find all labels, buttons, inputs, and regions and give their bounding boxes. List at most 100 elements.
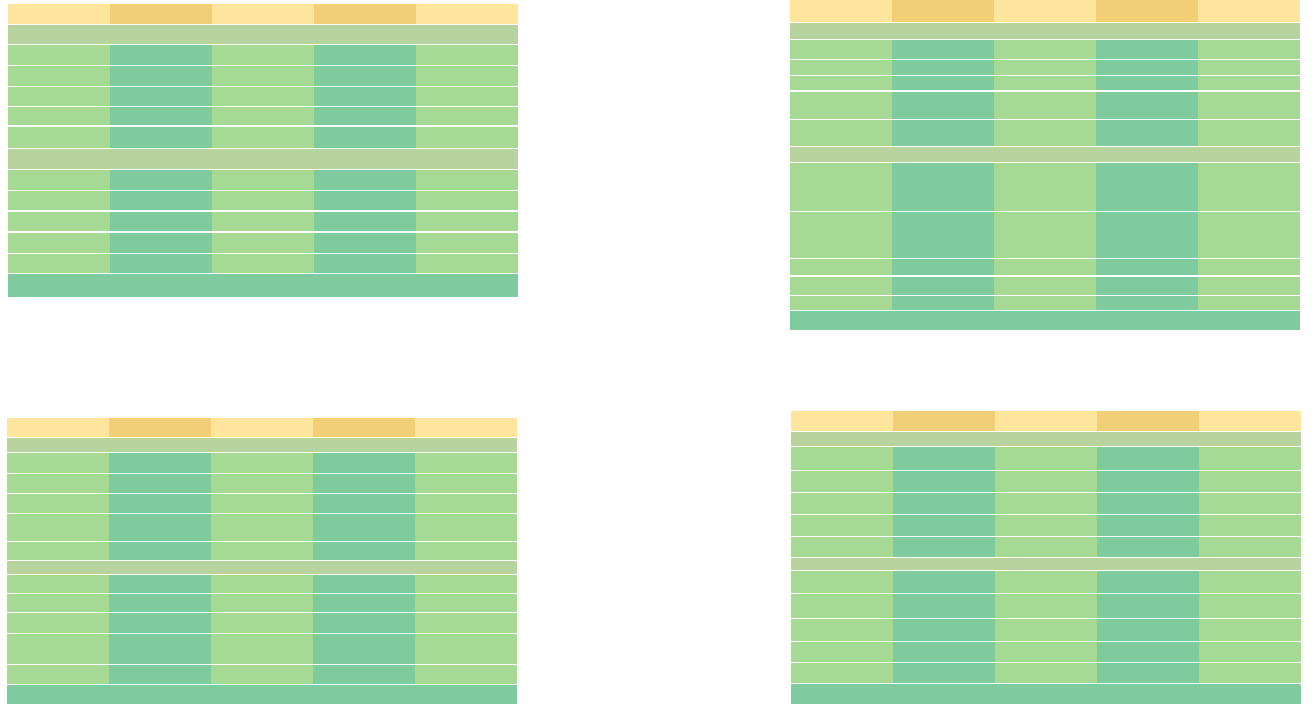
table-cell: [313, 542, 415, 560]
table-cell: [415, 494, 517, 513]
header-cell: [211, 418, 313, 437]
table-cell: [211, 474, 313, 493]
table-cell: [1199, 663, 1301, 683]
table-cell: [1097, 571, 1199, 593]
section-band: [791, 432, 1301, 446]
table-cell: [893, 619, 995, 641]
table-cell: [892, 40, 994, 59]
table-cell: [8, 66, 110, 86]
table-row: [790, 92, 1300, 119]
table-footer-row: [8, 274, 518, 297]
table-cell: [893, 642, 995, 662]
table-cell: [995, 571, 1097, 593]
table-cell: [8, 191, 110, 210]
table-cell: [212, 170, 314, 190]
table-cell: [416, 191, 518, 210]
table-cell: [1198, 76, 1300, 90]
table-cell: [994, 92, 1096, 119]
table-cell: [893, 594, 995, 618]
table-cell: [109, 542, 211, 560]
table-cell: [415, 665, 517, 684]
table-cell: [415, 542, 517, 560]
table-cell: [892, 277, 994, 295]
table-cell: [314, 254, 416, 273]
table-cell: [791, 447, 893, 470]
table-cell: [110, 87, 212, 106]
table-cell: [1199, 493, 1301, 514]
table-row: [790, 296, 1300, 310]
table-cell: [791, 537, 893, 557]
table-cell: [790, 296, 892, 310]
table-cell: [313, 474, 415, 493]
table-cell: [415, 575, 517, 593]
table-row: [791, 447, 1301, 470]
table-cell: [1096, 212, 1198, 258]
table-cell: [314, 233, 416, 253]
table-section-row: [8, 25, 518, 44]
table-cell: [1199, 642, 1301, 662]
table-cell: [7, 594, 109, 612]
table-cell: [791, 571, 893, 593]
table-cell: [1198, 212, 1300, 258]
table-cell: [995, 594, 1097, 618]
table-cell: [892, 60, 994, 75]
table-cell: [109, 613, 211, 633]
table-cell: [1097, 594, 1199, 618]
table-cell: [892, 76, 994, 90]
table-cell: [314, 127, 416, 148]
table-row: [791, 594, 1301, 618]
table-footer-row: [7, 685, 517, 704]
table-cell: [7, 453, 109, 473]
table-cell: [415, 474, 517, 493]
table-cell: [893, 537, 995, 557]
table-cell: [1199, 447, 1301, 470]
table-section-row: [8, 149, 518, 169]
table-cell: [211, 634, 313, 664]
header-cell: [1198, 0, 1300, 22]
table-cell: [791, 515, 893, 536]
table-cell: [109, 575, 211, 593]
table-cell: [415, 634, 517, 664]
table-cell: [211, 665, 313, 684]
table-cell: [416, 87, 518, 106]
table-cell: [1198, 296, 1300, 310]
table-cell: [211, 494, 313, 513]
table-cell: [994, 259, 1096, 275]
table-cell: [791, 642, 893, 662]
header-cell: [791, 411, 893, 431]
section-band: [790, 23, 1300, 39]
table-footer-row: [791, 684, 1301, 704]
header-cell: [790, 0, 892, 22]
table-cell: [415, 453, 517, 473]
table-cell: [790, 40, 892, 59]
table-cell: [212, 127, 314, 148]
table-cell: [212, 87, 314, 106]
table-cell: [211, 613, 313, 633]
table-header-row: [790, 0, 1300, 22]
table-cell: [994, 212, 1096, 258]
table-cell: [109, 665, 211, 684]
table-section-row: [791, 432, 1301, 446]
table-cell: [1097, 537, 1199, 557]
table-cell: [791, 493, 893, 514]
table-cell: [995, 537, 1097, 557]
table-cell: [110, 254, 212, 273]
table-cell: [110, 233, 212, 253]
table-row: [8, 170, 518, 190]
table-cell: [994, 277, 1096, 295]
table-cell: [109, 594, 211, 612]
table-cell: [994, 296, 1096, 310]
header-cell: [109, 418, 211, 437]
footer-band: [7, 685, 517, 704]
table-row: [7, 453, 517, 473]
table-cell: [416, 170, 518, 190]
section-band: [8, 149, 518, 169]
table-cell: [791, 663, 893, 683]
header-cell: [8, 4, 110, 24]
table-cell: [313, 575, 415, 593]
table-cell: [995, 642, 1097, 662]
table-cell: [313, 634, 415, 664]
table-section-row: [790, 23, 1300, 39]
table-cell: [110, 191, 212, 210]
table-cell: [110, 212, 212, 231]
